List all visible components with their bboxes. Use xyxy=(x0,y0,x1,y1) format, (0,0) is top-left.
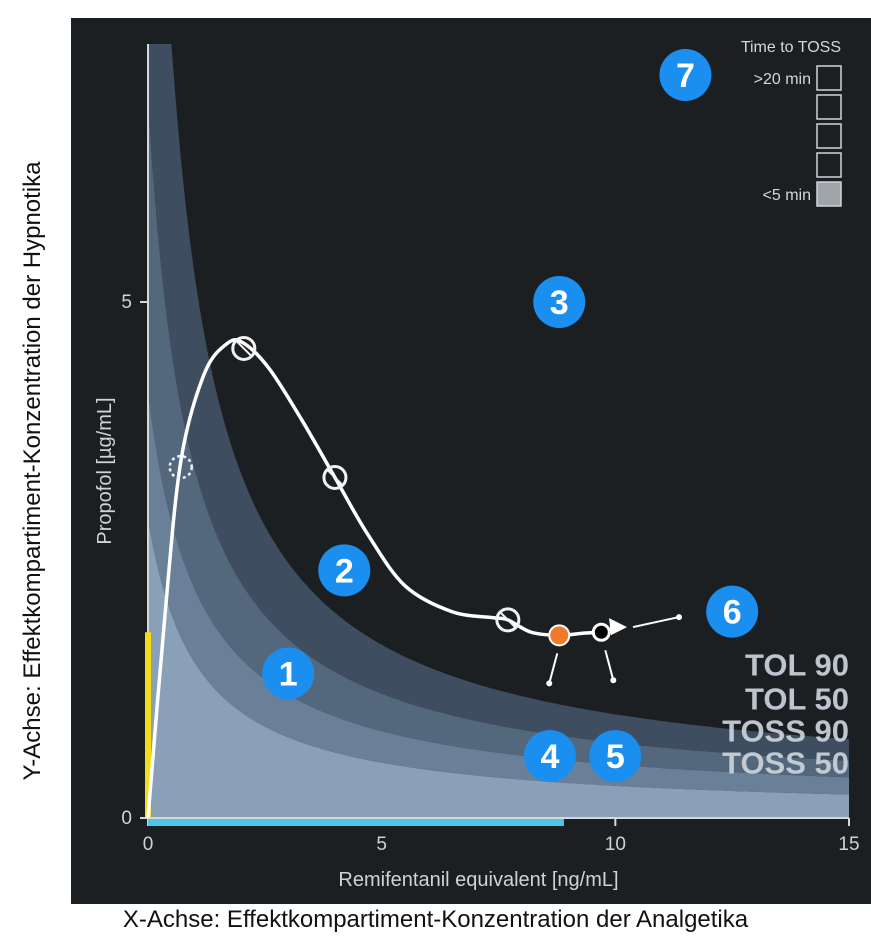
legend-box xyxy=(816,94,842,120)
legend-box xyxy=(816,123,842,149)
outer-y-axis-caption: Y-Achse: Effektkompartiment-Konzentratio… xyxy=(19,161,46,781)
callout-4-dot xyxy=(546,680,553,687)
remifentanil-level-bar xyxy=(148,819,564,826)
y-tick-label: 0 xyxy=(121,808,132,829)
current-point xyxy=(548,624,571,647)
band-toss50 xyxy=(148,519,849,818)
trajectory-marker xyxy=(495,607,521,633)
trajectory-marker-slash xyxy=(327,469,343,486)
legend-top-label: >20 min xyxy=(754,71,811,88)
chart-panel: TOL 90 TOL 50 TOSS 90 TOSS 50 0 5 10 15 0 5 Remife… xyxy=(71,18,871,904)
callout-5-line xyxy=(604,649,615,681)
legend-box xyxy=(816,181,842,207)
annotation-badge-1 xyxy=(262,647,315,700)
callout-4-line xyxy=(548,653,559,684)
annotation-badge-3 xyxy=(533,276,586,328)
annotation-badge-6 xyxy=(706,585,759,638)
callout-6-dot xyxy=(676,614,683,621)
trajectory-marker-slash xyxy=(500,612,516,628)
band-label: TOL 90 xyxy=(745,648,849,683)
legend-title: Time to TOSS xyxy=(741,39,841,56)
y-tick-label: 5 xyxy=(121,292,132,313)
outer-x-axis-caption: X-Achse: Effektkompartiment-Konzentratio… xyxy=(122,906,749,933)
x-tick-label: 0 xyxy=(143,834,154,855)
trajectory-marker-slash xyxy=(236,340,252,357)
trajectory-marker-dashed xyxy=(168,454,193,480)
annotation-badge-label: 3 xyxy=(550,284,569,322)
x-axis-label: Remifentanil equivalent [ng/mL] xyxy=(338,869,618,891)
x-tick-label: 5 xyxy=(376,834,387,855)
annotation-badge-5 xyxy=(589,730,642,783)
band-label: TOL 50 xyxy=(745,682,849,717)
legend-box xyxy=(816,65,842,91)
propofol-level-bar xyxy=(145,632,151,818)
annotation-badge-4 xyxy=(523,730,576,783)
x-tick-label: 15 xyxy=(838,834,859,855)
callout-5-dot xyxy=(610,677,617,684)
band-label: TOSS 50 xyxy=(722,746,849,781)
legend-bottom-label: <5 min xyxy=(763,187,811,204)
band-label: TOSS 90 xyxy=(722,714,849,749)
x-tick-label: 10 xyxy=(605,834,626,855)
annotation-badge-label: 5 xyxy=(606,738,625,776)
annotation-badge-label: 2 xyxy=(335,552,354,590)
prediction-arrow-head xyxy=(609,618,628,636)
annotation-badge-label: 6 xyxy=(723,594,742,632)
annotation-badge-7 xyxy=(659,48,712,101)
legend-box xyxy=(816,152,842,178)
y-axis-label: Propofol [µg/mL] xyxy=(94,397,116,544)
annotation-badge-label: 1 xyxy=(279,656,298,694)
trajectory-marker xyxy=(231,335,257,361)
annotation-badge-label: 7 xyxy=(676,57,695,95)
trajectory-marker xyxy=(322,464,348,490)
annotation-badge-label: 4 xyxy=(540,738,559,776)
annotation-badge-2 xyxy=(318,544,371,597)
callout-6-line xyxy=(632,616,680,629)
predicted-point xyxy=(591,622,611,642)
